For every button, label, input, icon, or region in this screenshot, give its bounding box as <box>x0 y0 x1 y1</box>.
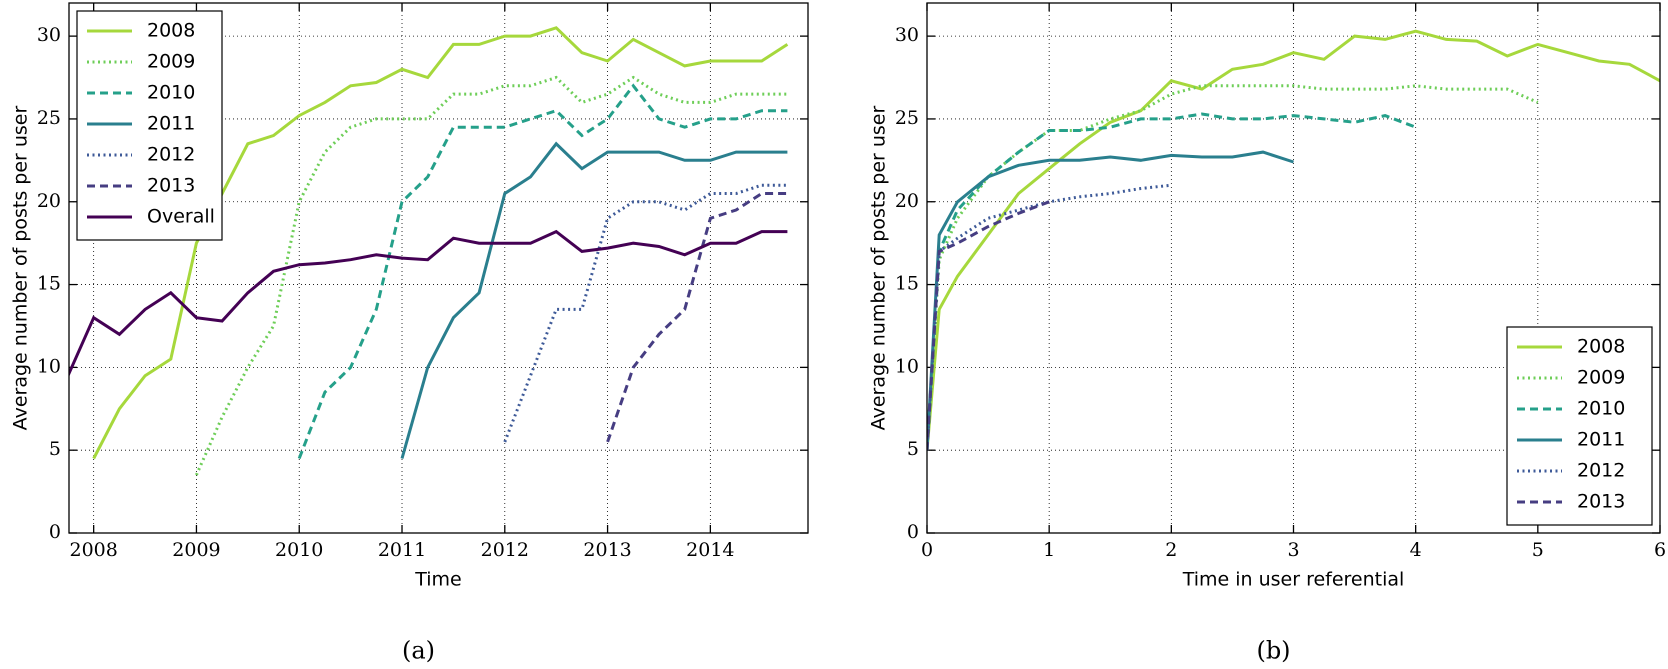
y-tick-label: 0 <box>49 521 61 543</box>
y-tick-label: 0 <box>907 521 919 543</box>
legend-label: 2009 <box>147 51 195 73</box>
legend-label: 2011 <box>1577 429 1625 451</box>
series-line <box>606 192 788 443</box>
series-line <box>927 200 1050 451</box>
series-line <box>927 150 1294 451</box>
legend-label: 2011 <box>147 113 195 135</box>
x-tick-label: 2008 <box>69 539 117 561</box>
x-tick-label: 1 <box>1043 539 1055 561</box>
legend-label: 2008 <box>147 20 195 42</box>
legend-label: Overall <box>147 206 215 228</box>
legend-label: 2009 <box>1577 367 1625 389</box>
x-tick-label: 2011 <box>378 539 426 561</box>
x-axis-label: Time <box>414 569 462 591</box>
x-tick-label: 0 <box>921 539 933 561</box>
y-tick-label: 15 <box>895 273 919 295</box>
y-tick-label: 5 <box>907 438 919 460</box>
legend-label: 2012 <box>1577 460 1625 482</box>
legend-label: 2010 <box>147 82 195 104</box>
x-tick-label: 2 <box>1165 539 1177 561</box>
series-line <box>400 141 788 459</box>
series-line <box>69 229 788 377</box>
chart-panel: 0 5 10 15 20 25 30 2008 2009 2010 2011 2012 2013 2014… <box>10 2 809 665</box>
y-tick-label: 10 <box>37 355 61 377</box>
x-tick-label: 4 <box>1410 539 1422 561</box>
y-tick-label: 20 <box>37 190 61 212</box>
series-line <box>927 29 1660 451</box>
x-tick-label: 3 <box>1287 539 1299 561</box>
legend-label: 2008 <box>1577 336 1625 358</box>
series-line <box>927 84 1539 451</box>
x-tick-label: 2009 <box>172 539 220 561</box>
y-axis-label: Average number of posts per user <box>868 106 890 431</box>
y-axis-label: Average number of posts per user <box>10 106 32 431</box>
plot-frame <box>68 2 809 534</box>
x-tick-label: 2014 <box>686 539 734 561</box>
plot-frame <box>926 2 1661 534</box>
x-tick-label: 6 <box>1654 539 1666 561</box>
caption: (b) <box>1256 637 1290 665</box>
y-tick-label: 25 <box>37 107 61 129</box>
y-tick-label: 15 <box>37 273 61 295</box>
y-tick-label: 30 <box>895 24 919 46</box>
x-tick-label: 2012 <box>481 539 529 561</box>
caption: (a) <box>402 637 435 665</box>
legend-label: 2012 <box>147 144 195 166</box>
y-tick-label: 30 <box>37 24 61 46</box>
legend-label: 2013 <box>147 175 195 197</box>
series-line <box>503 183 788 443</box>
y-tick-label: 25 <box>895 107 919 129</box>
x-axis-label: Time in user referential <box>1182 569 1405 591</box>
y-tick-label: 20 <box>895 190 919 212</box>
series-line <box>195 75 788 476</box>
y-tick-label: 10 <box>895 355 919 377</box>
x-tick-label: 5 <box>1532 539 1544 561</box>
series-line <box>927 183 1172 451</box>
series-line <box>927 112 1417 451</box>
legend-label: 2013 <box>1577 491 1625 513</box>
x-tick-label: 2010 <box>275 539 323 561</box>
y-tick-label: 5 <box>49 438 61 460</box>
x-tick-label: 2013 <box>583 539 631 561</box>
legend-label: 2010 <box>1577 398 1625 420</box>
chart-panel: 0 5 10 15 20 25 30 0 1 2 3 4 5 6 Time in user referent… <box>868 2 1666 665</box>
series-line <box>297 83 788 460</box>
legend-box <box>1506 326 1653 526</box>
